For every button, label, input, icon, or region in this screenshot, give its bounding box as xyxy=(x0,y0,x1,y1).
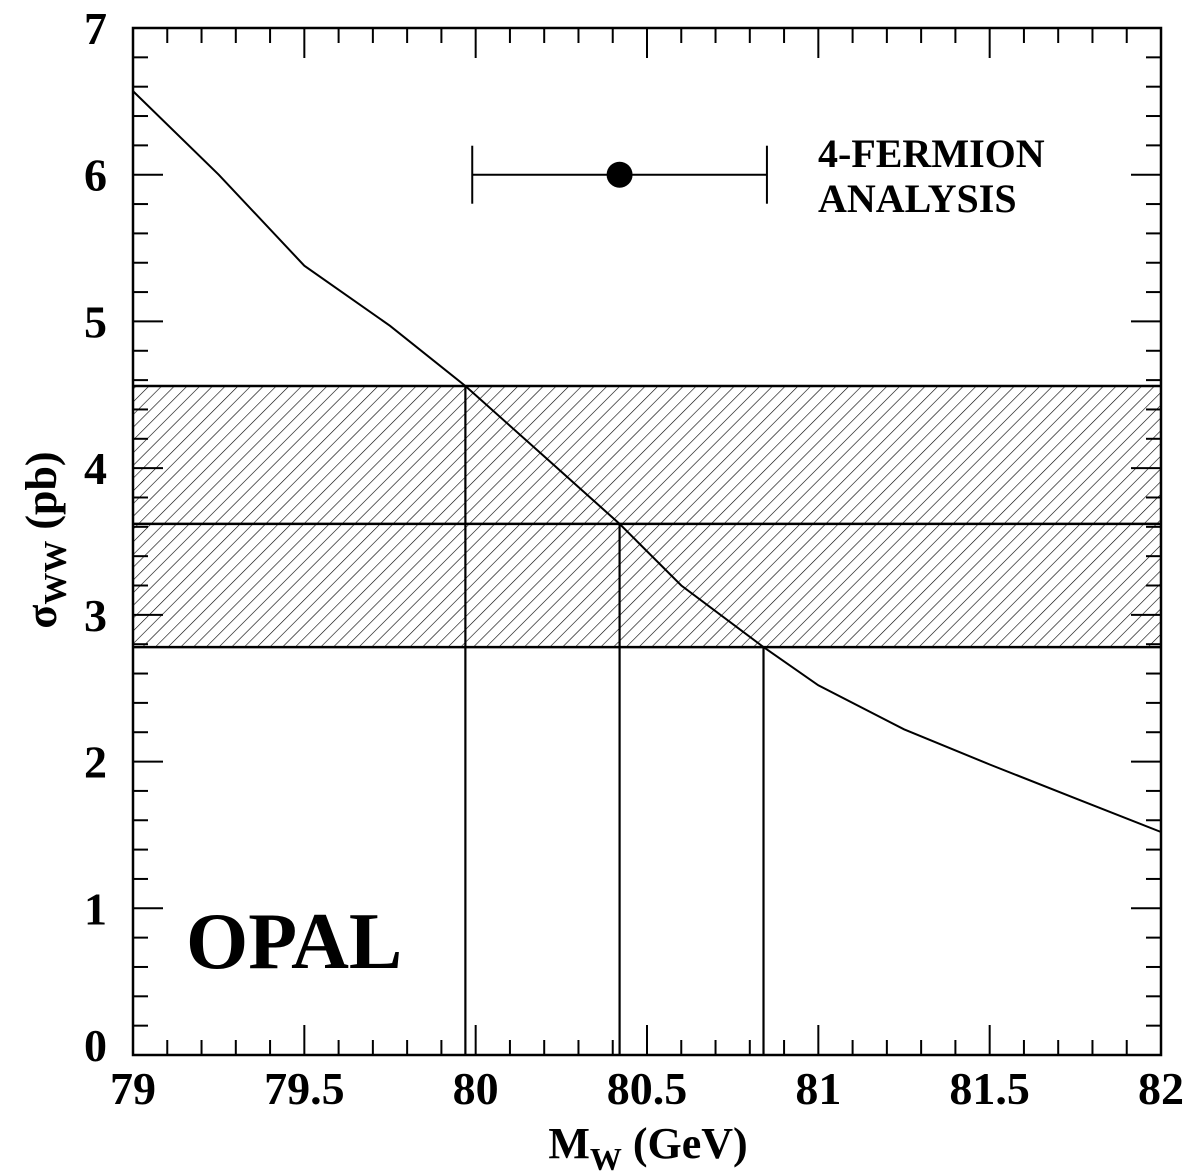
y-tick-label: 1 xyxy=(84,883,107,934)
data-point xyxy=(606,161,633,188)
y-tick-label: 5 xyxy=(84,296,107,347)
annotation-line-2: ANALYSIS xyxy=(818,176,1017,221)
y-tick-label: 3 xyxy=(84,590,107,641)
measurement-point xyxy=(471,145,768,204)
y-tick-label: 7 xyxy=(84,3,107,54)
uncertainty-band xyxy=(133,384,1161,649)
y-tick-labels: 0 1 2 3 4 5 6 7 xyxy=(84,3,107,1071)
y-tick-label: 0 xyxy=(84,1020,107,1071)
y-tick-label: 2 xyxy=(84,737,107,788)
y-tick-label: 6 xyxy=(84,150,107,201)
x-tick-label: 79.5 xyxy=(264,1063,345,1114)
annotation-line-1: 4-FERMION xyxy=(818,131,1045,176)
curve-line xyxy=(132,90,1162,833)
x-tick-label: 79 xyxy=(110,1063,156,1114)
x-tick-labels: 79 79.5 80 80.5 81 81.5 82 xyxy=(110,1063,1184,1114)
brand-label: OPAL xyxy=(186,898,402,986)
y-axis-title: σWW (pb) xyxy=(17,451,73,628)
x-tick-label: 82 xyxy=(1138,1063,1184,1114)
x-tick-label: 80.5 xyxy=(607,1063,688,1114)
band-fill xyxy=(133,385,1161,648)
x-tick-label: 81.5 xyxy=(949,1063,1030,1114)
x-axis-title: MW (GeV) xyxy=(548,1119,747,1176)
theory-curve xyxy=(132,90,1162,833)
vertical-lines xyxy=(464,385,765,1055)
axis-ticks xyxy=(132,27,1162,1056)
y-tick-label: 4 xyxy=(84,443,107,494)
x-tick-label: 80 xyxy=(453,1063,499,1114)
x-tick-label: 81 xyxy=(795,1063,841,1114)
